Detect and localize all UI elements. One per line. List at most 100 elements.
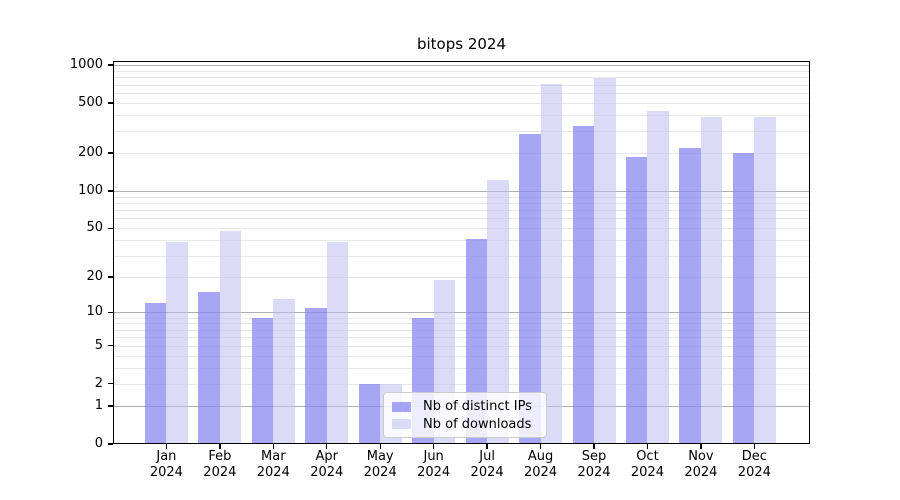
y-tick-label-500: 500 [78, 94, 103, 110]
y-tick-label-50: 50 [86, 220, 103, 236]
y-tick-label-2: 2 [94, 375, 103, 391]
gridline-y-60 [113, 218, 810, 220]
bar-downloads-feb [219, 230, 242, 444]
x-tick-mark [272, 444, 274, 449]
x-tick-label-mar: Mar 2024 [256, 449, 290, 480]
x-tick-mark [379, 444, 381, 449]
y-tick-label-100: 100 [78, 182, 103, 198]
bar-distinct-ips-aug [519, 133, 541, 444]
bar-downloads-sep [594, 77, 616, 444]
bar-distinct-ips-mar [251, 317, 274, 444]
x-tick-label-may: May 2024 [363, 449, 397, 480]
bar-distinct-ips-apr [305, 307, 327, 444]
gridline-y-200 [113, 153, 810, 155]
x-tick-label-nov: Nov 2024 [684, 449, 718, 480]
x-tick-label-oct: Oct 2024 [630, 449, 664, 480]
x-tick-mark [165, 444, 168, 449]
gridline-y-900 [113, 70, 810, 72]
x-tick-mark [753, 444, 756, 449]
bar-distinct-ips-sep [572, 125, 594, 444]
x-tick-mark [486, 444, 488, 449]
y-tick-mark [108, 443, 113, 445]
gridline-y-50 [113, 228, 810, 230]
y-tick-mark [108, 64, 113, 66]
x-tick-mark [219, 444, 221, 449]
x-tick-label-jul: Jul 2024 [470, 449, 504, 480]
bar-downloads-apr [326, 241, 349, 444]
bar-downloads-nov [700, 116, 723, 444]
gridline-y-9 [113, 317, 810, 319]
gridline-y-3 [113, 367, 810, 369]
y-tick-mark [108, 227, 113, 229]
gridline-y-7 [113, 329, 810, 331]
x-tick-mark [432, 444, 435, 449]
gridline-y-500 [113, 102, 810, 104]
bar-distinct-ips-feb [198, 291, 220, 444]
gridline-y-6 [113, 337, 810, 339]
x-tick-mark [326, 444, 328, 449]
gridline-y-4 [113, 355, 810, 357]
y-tick-label-5: 5 [94, 337, 103, 353]
gridline-y-100 [113, 190, 810, 192]
bar-distinct-ips-may [358, 383, 381, 444]
x-tick-mark [646, 444, 649, 449]
gridline-y-600 [113, 92, 810, 94]
x-tick-mark [700, 444, 702, 449]
legend-label: Nb of distinct IPs [423, 399, 532, 415]
bar-downloads-aug [540, 84, 563, 444]
x-tick-mark [593, 444, 595, 449]
y-tick-mark [108, 311, 113, 314]
bar-distinct-ips-oct [625, 157, 648, 444]
y-tick-label-0: 0 [94, 436, 103, 451]
x-tick-label-sep: Sep 2024 [577, 449, 611, 480]
bar-distinct-ips-nov [679, 148, 701, 444]
x-tick-mark [539, 444, 542, 449]
gridline-y-300 [113, 130, 810, 132]
bar-downloads-oct [647, 110, 669, 444]
chart-title: bitops 2024 [416, 35, 507, 53]
gridline-y-70 [113, 210, 810, 212]
legend-label: Nb of downloads [423, 416, 532, 432]
bar-downloads-jul [487, 180, 509, 444]
bar-distinct-ips-jan [144, 303, 167, 444]
y-tick-label-200: 200 [78, 145, 103, 161]
legend-swatch-icon [392, 401, 411, 412]
plot-area [113, 61, 810, 444]
x-tick-label-jan: Jan 2024 [149, 449, 183, 480]
gridline-y-700 [113, 84, 810, 86]
gridline-y-8 [113, 323, 810, 325]
y-tick-label-1000: 1000 [69, 57, 103, 72]
bar-downloads-jan [166, 241, 188, 444]
gridline-y-2 [113, 383, 810, 385]
legend-row: Nb of distinct IPs [392, 398, 538, 416]
gridline-y-10 [113, 312, 810, 314]
gridline-y-40 [113, 240, 810, 242]
gridline-y-800 [113, 77, 810, 79]
x-tick-label-feb: Feb 2024 [203, 449, 237, 480]
bar-downloads-mar [273, 299, 295, 444]
legend: Nb of distinct IPs Nb of downloads [383, 392, 547, 438]
legend-row: Nb of downloads [392, 416, 538, 434]
gridline-y-90 [113, 196, 810, 198]
y-tick-label-10: 10 [86, 304, 103, 320]
gridline-y-1000 [113, 65, 810, 66]
x-tick-label-jun: Jun 2024 [417, 449, 451, 480]
legend-swatch-icon [392, 419, 411, 430]
gridline-y-80 [113, 202, 810, 204]
y-tick-mark [108, 190, 113, 192]
x-tick-label-dec: Dec 2024 [737, 449, 771, 480]
x-tick-label-apr: Apr 2024 [310, 449, 344, 480]
y-tick-mark [108, 405, 113, 407]
y-tick-label-1: 1 [94, 397, 103, 413]
y-tick-mark [108, 276, 113, 278]
y-tick-mark [108, 345, 113, 347]
gridline-y-5 [113, 345, 810, 347]
y-tick-label-20: 20 [86, 268, 103, 284]
x-tick-label-aug: Aug 2024 [524, 449, 558, 480]
gridline-y-30 [113, 255, 810, 257]
gridline-y-400 [113, 115, 810, 117]
y-tick-mark [108, 383, 113, 385]
y-tick-mark [108, 102, 113, 104]
gridline-y-20 [113, 276, 810, 278]
